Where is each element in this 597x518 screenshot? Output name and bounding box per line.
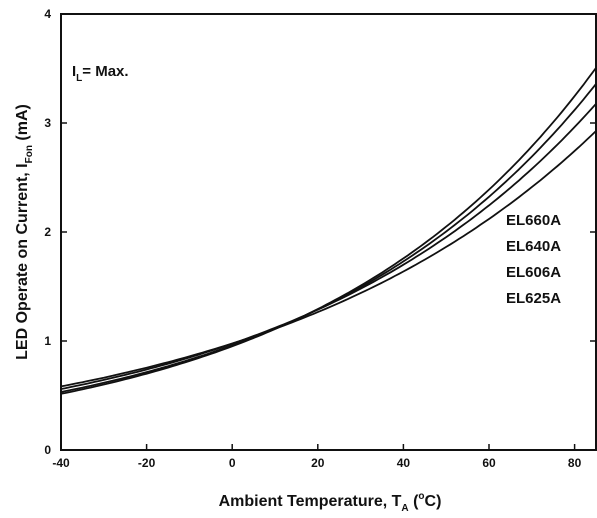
y-axis-title-subscript: Fon xyxy=(24,145,35,163)
x-tick-label: 40 xyxy=(397,456,411,470)
annotation-il-max: IL= Max. xyxy=(72,63,129,84)
y-axis-title-unit: (mA) xyxy=(14,104,31,145)
series-line-el660a xyxy=(60,67,597,395)
annotation-rest: = Max. xyxy=(82,63,128,80)
series-line-el625a xyxy=(60,130,597,388)
legend-label-el640a: EL640A xyxy=(506,238,561,255)
x-axis-title-unit-rest: C) xyxy=(425,493,442,510)
y-tick-label: 2 xyxy=(44,225,51,239)
x-tick-label: -40 xyxy=(52,456,70,470)
y-axis-ticks: 0 1 2 3 4 xyxy=(44,7,596,457)
x-axis-title-subscript: A xyxy=(401,503,408,514)
x-tick-label: 0 xyxy=(229,456,236,470)
x-tick-label: -20 xyxy=(138,456,156,470)
x-tick-label: 20 xyxy=(311,456,325,470)
y-tick-label: 4 xyxy=(44,7,51,21)
series-lines xyxy=(60,67,597,395)
x-axis-title-superscript: o xyxy=(418,491,424,502)
series-line-el606a xyxy=(60,103,597,390)
annotation-main: I xyxy=(72,63,76,80)
y-tick-label: 1 xyxy=(44,334,51,348)
legend-label-el625a: EL625A xyxy=(506,290,561,307)
x-tick-label: 60 xyxy=(482,456,496,470)
y-tick-label: 0 xyxy=(44,443,51,457)
y-axis-title: LED Operate on Current, IFon (mA) xyxy=(14,104,35,360)
legend-label-el660a: EL660A xyxy=(506,212,561,229)
y-axis-title-main: LED Operate on Current, I xyxy=(14,163,31,359)
annotation-subscript: L xyxy=(76,73,82,84)
plot-frame xyxy=(60,13,597,451)
x-axis-title: Ambient Temperature, TA (oC) xyxy=(219,491,442,514)
x-axis-title-unit-open: ( xyxy=(409,493,419,510)
x-axis-title-main: Ambient Temperature, T xyxy=(219,493,402,510)
x-axis-ticks: -40 -20 0 20 40 60 80 xyxy=(52,444,582,470)
legend: EL660A EL640A EL606A EL625A xyxy=(506,212,561,307)
legend-label-el606a: EL606A xyxy=(506,264,561,281)
y-tick-label: 3 xyxy=(44,116,51,130)
x-tick-label: 80 xyxy=(568,456,582,470)
